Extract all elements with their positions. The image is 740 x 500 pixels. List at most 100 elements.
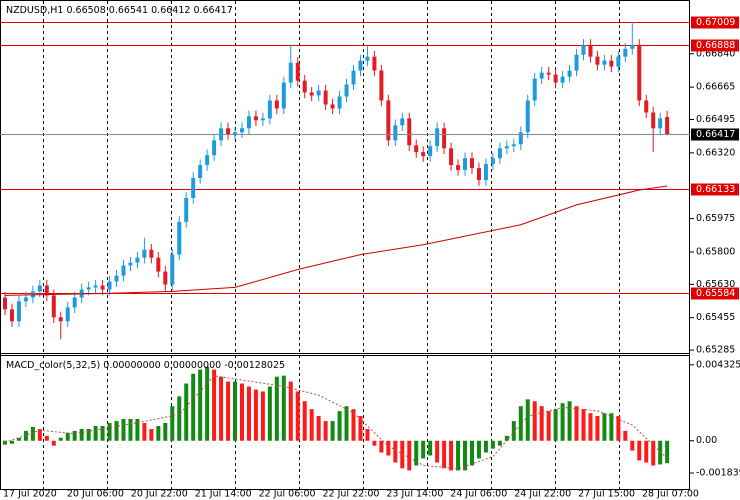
candle-body (114, 275, 119, 282)
x-tick-label: 20 Jul 06:00 (67, 489, 124, 500)
candle-body (616, 56, 621, 67)
candle-body (121, 265, 126, 276)
macd-bar (149, 428, 154, 441)
candle-body (581, 44, 586, 55)
macd-bar (616, 416, 621, 441)
macd-bar (365, 428, 370, 441)
candle-body (553, 74, 558, 83)
macd-bar (323, 421, 328, 441)
candle-body (421, 152, 426, 157)
candle-body (260, 118, 265, 121)
x-tick-label: 17 Jul 2020 (3, 489, 57, 500)
macd-bar (428, 440, 433, 456)
macd-bar (37, 428, 42, 441)
macd-bar (9, 440, 14, 444)
macd-bar (23, 430, 28, 441)
macd-bar (386, 440, 391, 456)
candle-body (623, 48, 628, 57)
candle-body (107, 281, 112, 290)
candle-body (574, 54, 579, 71)
candle-body (156, 257, 161, 272)
macd-bar (170, 406, 175, 441)
macd-bar (553, 409, 558, 441)
candle-body (302, 80, 307, 93)
candle-body (142, 249, 147, 258)
macd-bar (637, 440, 642, 461)
current-price-label: 0.66417 (696, 129, 735, 140)
candle-body (191, 178, 196, 199)
candle-body (267, 100, 272, 119)
level-label: 0.65584 (696, 288, 735, 299)
macd-bar (309, 409, 314, 441)
candle-body (44, 285, 49, 296)
candle-body (511, 144, 516, 147)
candle-body (504, 146, 509, 149)
candle-body (3, 297, 7, 310)
y-tick-label: 0.66320 (696, 147, 735, 158)
x-tick-label: 24 Jul 22:00 (514, 489, 571, 500)
candle-body (177, 221, 182, 255)
candle-body (539, 72, 544, 79)
x-tick-label: 20 Jul 22:00 (131, 489, 188, 500)
macd-bar (476, 440, 481, 459)
macd-bar (30, 426, 35, 441)
candle-body (358, 60, 363, 71)
candle-body (449, 148, 454, 166)
macd-bar (609, 413, 614, 441)
x-tick-label: 22 Jul 22:00 (323, 489, 380, 500)
macd-bar (560, 403, 565, 441)
macd-bar (114, 421, 119, 441)
x-tick-label: 24 Jul 06:00 (450, 489, 507, 500)
candle-body (372, 56, 377, 71)
macd-bar (121, 418, 126, 441)
macd-bar (630, 440, 635, 451)
candle-body (532, 78, 537, 101)
level-label: 0.67009 (696, 17, 735, 28)
y-tick-label: 0.66840 (696, 48, 735, 59)
candle-body (518, 132, 523, 145)
macd-bar (358, 416, 363, 441)
candle-body (128, 262, 133, 266)
candle-body (170, 254, 175, 285)
x-tick-label: 23 Jul 14:00 (386, 489, 443, 500)
candle-body (588, 44, 593, 57)
candle-body (463, 158, 468, 171)
y-tick-label: 0.0043256 (696, 359, 740, 370)
macd-bar (226, 381, 231, 441)
macd-bar (205, 366, 210, 441)
macd-bar (665, 440, 670, 464)
candle-body (525, 100, 530, 133)
candle-body (226, 128, 231, 135)
moving-average (4, 185, 668, 296)
candle-body (239, 128, 244, 133)
macd-bar (442, 440, 447, 469)
macd-bar (267, 386, 272, 441)
candle-body (546, 72, 551, 75)
macd-bar (518, 406, 523, 441)
macd-bar (574, 406, 579, 441)
macd-bar (602, 413, 607, 441)
candle-body (163, 271, 168, 285)
macd-bar (93, 426, 98, 441)
candle-body (490, 158, 495, 165)
macd-bar (483, 440, 488, 453)
macd-bar (546, 411, 551, 441)
macd-bar (400, 440, 405, 469)
macd-bar (581, 409, 586, 441)
signal-line (4, 375, 668, 470)
macd-bar (588, 413, 593, 441)
macd-bar (525, 399, 530, 441)
candle-body (476, 168, 481, 181)
candle-body (456, 165, 461, 171)
macd-bar (330, 421, 335, 441)
candle-body (351, 70, 356, 85)
macd-bar (456, 440, 461, 471)
candle-body (567, 70, 572, 77)
candle-body (205, 155, 210, 166)
candle-body (428, 146, 433, 157)
macd-bar (379, 440, 384, 453)
candle-body (149, 249, 154, 258)
candle-body (288, 62, 293, 83)
chart-title: NZDUSD,H1 0.66508 0.66541 0.66412 0.6641… (6, 5, 233, 16)
macd-bar (421, 440, 426, 459)
